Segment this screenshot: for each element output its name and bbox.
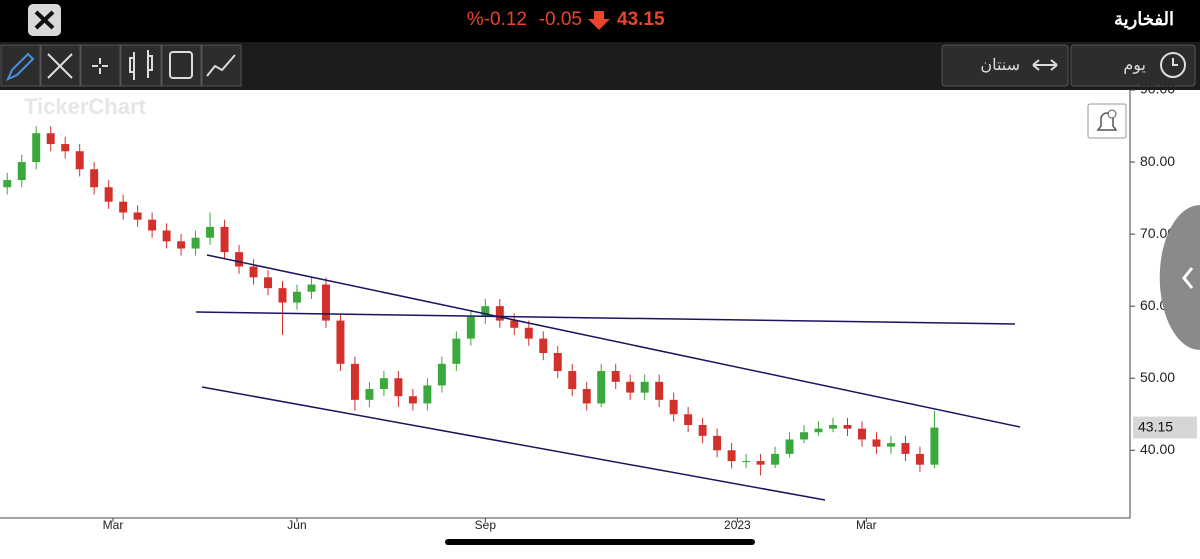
candle-body <box>235 252 244 267</box>
candle-body <box>872 439 881 447</box>
candle-body <box>394 378 403 397</box>
candle-body <box>582 389 591 404</box>
last-price-tag <box>1133 416 1197 439</box>
y-tick-label: 40.00 <box>1140 441 1175 457</box>
chart-type-button[interactable] <box>120 44 162 87</box>
candle-body <box>858 428 866 440</box>
candle-body <box>481 306 490 317</box>
candle-body <box>727 450 736 462</box>
alert-button[interactable] <box>1087 103 1127 139</box>
candle-body <box>553 352 562 372</box>
candle-body <box>321 284 330 321</box>
x-tick-label: Jun <box>287 518 306 532</box>
y-tick-label: 80.00 <box>1140 153 1175 169</box>
candle-body <box>249 266 258 278</box>
candle-body <box>177 241 186 249</box>
candle-body <box>886 443 895 447</box>
candle-body <box>191 237 200 249</box>
candle-body <box>90 169 99 188</box>
candle-body <box>655 381 664 400</box>
candle-body <box>264 277 272 289</box>
candle-body <box>3 180 12 188</box>
range-label: سنتان <box>980 57 1020 74</box>
x-tick-label: Sep <box>475 518 497 532</box>
candle-body <box>61 144 70 152</box>
candle-body <box>771 453 780 465</box>
candle-body <box>379 378 388 390</box>
candle-body <box>336 320 345 364</box>
candle-body <box>119 201 128 213</box>
down-arrow <box>588 11 610 30</box>
candle-body <box>423 385 432 404</box>
candle-body <box>539 338 548 353</box>
candle-body <box>524 327 533 339</box>
candle-body <box>800 432 809 440</box>
candle-body <box>785 439 794 454</box>
candle-body <box>133 212 142 220</box>
candle-body <box>104 187 113 202</box>
watermark: TickerChart <box>24 94 147 119</box>
candle-body <box>32 133 41 163</box>
candle-body <box>495 306 504 321</box>
candle-body <box>17 162 26 181</box>
candle-body <box>350 363 359 400</box>
x-tick-label: Mar <box>103 518 124 532</box>
side-panel-handle[interactable] <box>1159 205 1200 350</box>
x-tick-label: Mar <box>856 518 877 532</box>
candle-body <box>915 453 924 465</box>
close-button[interactable] <box>28 4 61 36</box>
candle-body <box>742 461 751 463</box>
candle-body <box>437 363 446 386</box>
candle-body <box>597 371 606 404</box>
toolbar-icons <box>6 50 1186 81</box>
candle-body <box>365 389 374 400</box>
candle-body <box>206 226 215 238</box>
candle-body <box>148 219 157 231</box>
candle-body <box>698 425 707 436</box>
candle-body <box>843 425 852 429</box>
home-indicator <box>445 539 755 545</box>
candle-body <box>626 381 635 393</box>
crosshair-button[interactable] <box>80 44 121 87</box>
x-tick-label: 2023 <box>724 518 751 532</box>
candle-body <box>293 291 301 303</box>
candle-body <box>452 338 461 364</box>
candle-body <box>307 284 316 292</box>
interval-button[interactable] <box>1070 44 1196 87</box>
candle-body <box>756 461 765 465</box>
candle-body <box>510 320 519 328</box>
candle-body <box>669 399 678 415</box>
candle-body <box>568 371 577 390</box>
studies-button[interactable] <box>201 44 242 87</box>
candle-body <box>408 396 417 404</box>
candle-body <box>75 151 84 170</box>
y-tick-label: 90.00 <box>1140 81 1175 97</box>
interval-label: يوم <box>1123 57 1146 74</box>
candle-body <box>278 288 287 303</box>
candle-body <box>684 414 693 426</box>
range-button[interactable] <box>941 44 1069 87</box>
candle-body <box>220 226 229 253</box>
candle-body <box>46 133 55 145</box>
y-tick-label: 50.00 <box>1140 369 1175 385</box>
symbol-title: الفخارية <box>1114 9 1174 30</box>
candle-body <box>901 443 910 454</box>
trend-lines <box>195 254 1021 501</box>
change: -0.05 <box>539 9 582 30</box>
change-percent: %-0.12 <box>467 9 527 30</box>
candle-body <box>466 316 475 339</box>
candle-body <box>611 371 620 382</box>
candle-body <box>930 427 939 465</box>
candle-body <box>162 230 171 242</box>
candle-body <box>713 435 722 451</box>
price: 43.15 <box>617 9 665 30</box>
candle-body <box>829 425 837 429</box>
y-tick-label: 70.00 <box>1140 225 1175 241</box>
candle-body <box>640 381 649 393</box>
last-price-label: 43.15 <box>1138 418 1173 434</box>
candle-body <box>814 428 823 433</box>
